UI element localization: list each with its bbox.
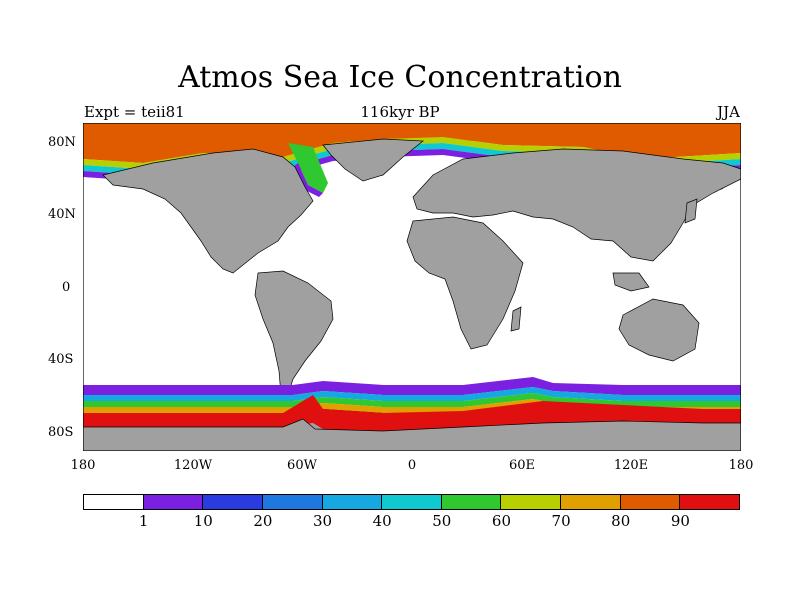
colorbar-label: 40	[372, 512, 392, 530]
lon-tick-180w: 180	[70, 458, 96, 473]
colorbar-box	[261, 494, 323, 510]
colorbar-label: 30	[312, 512, 333, 530]
colorbar-label: 50	[432, 512, 452, 530]
lat-tick-40s: 40S	[48, 352, 74, 367]
season-label: JJA	[717, 103, 740, 121]
colorbar	[83, 494, 741, 510]
lat-tick-40n: 40N	[48, 207, 76, 222]
lat-tick-80n: 80N	[48, 135, 76, 150]
lon-tick-120w: 120W	[173, 458, 213, 473]
lat-tick-80s: 80S	[48, 425, 74, 440]
colorbar-label: 20	[253, 512, 273, 530]
colorbar-box	[321, 494, 383, 510]
colorbar-box	[679, 494, 741, 510]
map-subtitle: 116kyr BP	[360, 103, 440, 121]
lon-tick-180e: 180	[728, 458, 754, 473]
colorbar-box	[560, 494, 621, 510]
colorbar-box	[142, 494, 204, 510]
colorbar-label: 90	[670, 512, 690, 530]
lat-tick-0: 0	[62, 280, 71, 295]
experiment-label: Expt = teii81	[84, 103, 185, 121]
world-map	[83, 123, 741, 451]
colorbar-box	[83, 494, 144, 510]
colorbar-label: 80	[611, 512, 631, 530]
lon-tick-60w: 60W	[287, 458, 317, 473]
colorbar-box	[202, 494, 263, 510]
lon-tick-0: 0	[407, 458, 417, 473]
colorbar-box	[619, 494, 681, 510]
colorbar-label: 1	[138, 512, 149, 530]
colorbar-label: 70	[551, 512, 571, 530]
colorbar-label: 60	[491, 512, 511, 530]
colorbar-box	[381, 494, 442, 510]
lon-tick-60e: 60E	[508, 458, 536, 473]
map-title: Atmos Sea Ice Concentration	[178, 60, 622, 95]
colorbar-label: 10	[193, 512, 213, 530]
lon-tick-120e: 120E	[613, 458, 649, 473]
colorbar-box	[500, 494, 562, 510]
colorbar-box	[440, 494, 502, 510]
antarctica	[83, 418, 741, 451]
